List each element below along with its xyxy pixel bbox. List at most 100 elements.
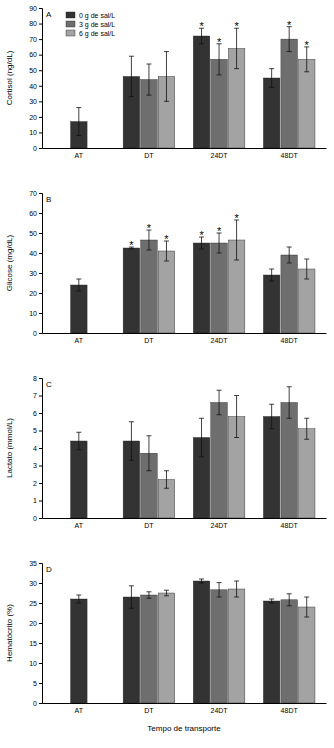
y-tick-mark xyxy=(39,293,42,294)
x-tick-label: DT xyxy=(144,707,154,714)
x-tick: 24DT xyxy=(210,333,228,344)
x-tick: 48DT xyxy=(281,518,299,529)
x-axis-line xyxy=(43,518,327,519)
legend-item: 0 g de sal/L xyxy=(66,12,115,20)
y-tick-mark xyxy=(39,683,42,684)
error-line xyxy=(78,279,79,291)
bar xyxy=(298,607,315,703)
error-bar xyxy=(287,387,292,419)
y-tick-label: 35 xyxy=(29,560,37,567)
panel: 012345678ATDT24DT48DTCLactato (mmol/L) xyxy=(5,375,327,529)
significance-mark: * xyxy=(234,20,239,32)
y-tick: 5 xyxy=(33,427,42,434)
error-cap xyxy=(129,56,134,57)
error-cap xyxy=(146,470,151,471)
y-tick-mark xyxy=(39,253,42,254)
error-bar xyxy=(199,418,204,457)
x-tick: AT xyxy=(75,148,84,159)
error-line xyxy=(148,592,149,598)
bar xyxy=(263,78,280,148)
error-cap xyxy=(217,74,222,75)
annotations: ****** xyxy=(129,212,239,251)
y-tick-mark xyxy=(39,413,42,414)
y-tick-mark xyxy=(39,55,42,56)
error-bar xyxy=(129,422,134,461)
y-tick-label: 30 xyxy=(29,580,37,587)
x-tick-label: 48DT xyxy=(281,152,299,159)
y-tick: 30 xyxy=(29,580,42,587)
error-bar xyxy=(304,259,309,279)
error-line xyxy=(271,599,272,603)
error-cap xyxy=(304,418,309,419)
y-tick-mark xyxy=(39,501,42,502)
error-bar xyxy=(76,279,81,291)
y-tick: 20 xyxy=(29,620,42,627)
significance-mark: * xyxy=(217,36,222,48)
y-tick: 10 xyxy=(29,310,42,317)
bar xyxy=(71,599,88,703)
error-cap xyxy=(287,51,292,52)
y-tick-label: 0 xyxy=(33,330,37,337)
error-cap xyxy=(76,107,81,108)
x-tick: 48DT xyxy=(281,703,299,714)
legend-label: 0 g de sal/L xyxy=(79,12,115,20)
y-tick-label: 20 xyxy=(29,290,37,297)
y-axis: 012345678 xyxy=(33,375,42,522)
bar xyxy=(263,417,280,519)
error-cap xyxy=(269,599,274,600)
y-tick: 30 xyxy=(29,270,42,277)
y-tick: 7 xyxy=(33,392,42,399)
error-cap xyxy=(76,291,81,292)
y-tick-mark xyxy=(39,39,42,40)
bar xyxy=(263,601,280,703)
y-tick: 0 xyxy=(33,515,42,522)
error-line xyxy=(236,581,237,597)
y-tick: 5 xyxy=(33,680,42,687)
y-tick: 0 xyxy=(33,700,42,707)
error-line xyxy=(78,432,79,450)
error-line xyxy=(236,220,237,260)
error-line xyxy=(166,590,167,596)
error-cap xyxy=(269,68,274,69)
error-bar xyxy=(234,581,239,597)
x-tick: 48DT xyxy=(281,148,299,159)
y-tick: 20 xyxy=(29,290,42,297)
y-tick-mark xyxy=(39,8,42,9)
x-axis-title: Tempo de transporte xyxy=(147,724,221,733)
x-tick-label: DT xyxy=(144,337,154,344)
bar xyxy=(158,251,175,333)
bar xyxy=(298,59,315,148)
y-tick-label: 1 xyxy=(33,497,37,504)
error-line xyxy=(219,390,220,415)
y-tick-mark xyxy=(39,24,42,25)
error-cap xyxy=(234,68,239,69)
legend-swatch xyxy=(66,12,75,18)
y-tick-mark xyxy=(39,643,42,644)
y-tick-label: 60 xyxy=(29,51,37,58)
y-tick-label: 3 xyxy=(33,462,37,469)
y-tick-mark xyxy=(39,466,42,467)
bar xyxy=(281,255,298,333)
y-tick: 90 xyxy=(29,5,42,12)
y-tick: 50 xyxy=(29,230,42,237)
x-tick-label: AT xyxy=(75,707,84,714)
error-cap xyxy=(234,597,239,598)
y-tick-mark xyxy=(39,623,42,624)
error-bar xyxy=(76,108,81,136)
error-cap xyxy=(269,269,274,270)
y-tick-mark xyxy=(39,273,42,274)
y-tick-label: 50 xyxy=(29,67,37,74)
x-axis: ATDT24DT48DT xyxy=(43,333,327,344)
bar xyxy=(228,589,245,703)
error-bar xyxy=(199,579,204,583)
bar xyxy=(298,429,315,518)
y-tick-label: 10 xyxy=(29,660,37,667)
error-bar xyxy=(269,69,274,88)
error-cap xyxy=(199,456,204,457)
significance-mark: * xyxy=(199,20,204,32)
error-cap xyxy=(287,593,292,594)
error-cap xyxy=(76,432,81,433)
error-cap xyxy=(164,470,169,471)
y-tick: 0 xyxy=(33,145,42,152)
y-tick-mark xyxy=(39,396,42,397)
